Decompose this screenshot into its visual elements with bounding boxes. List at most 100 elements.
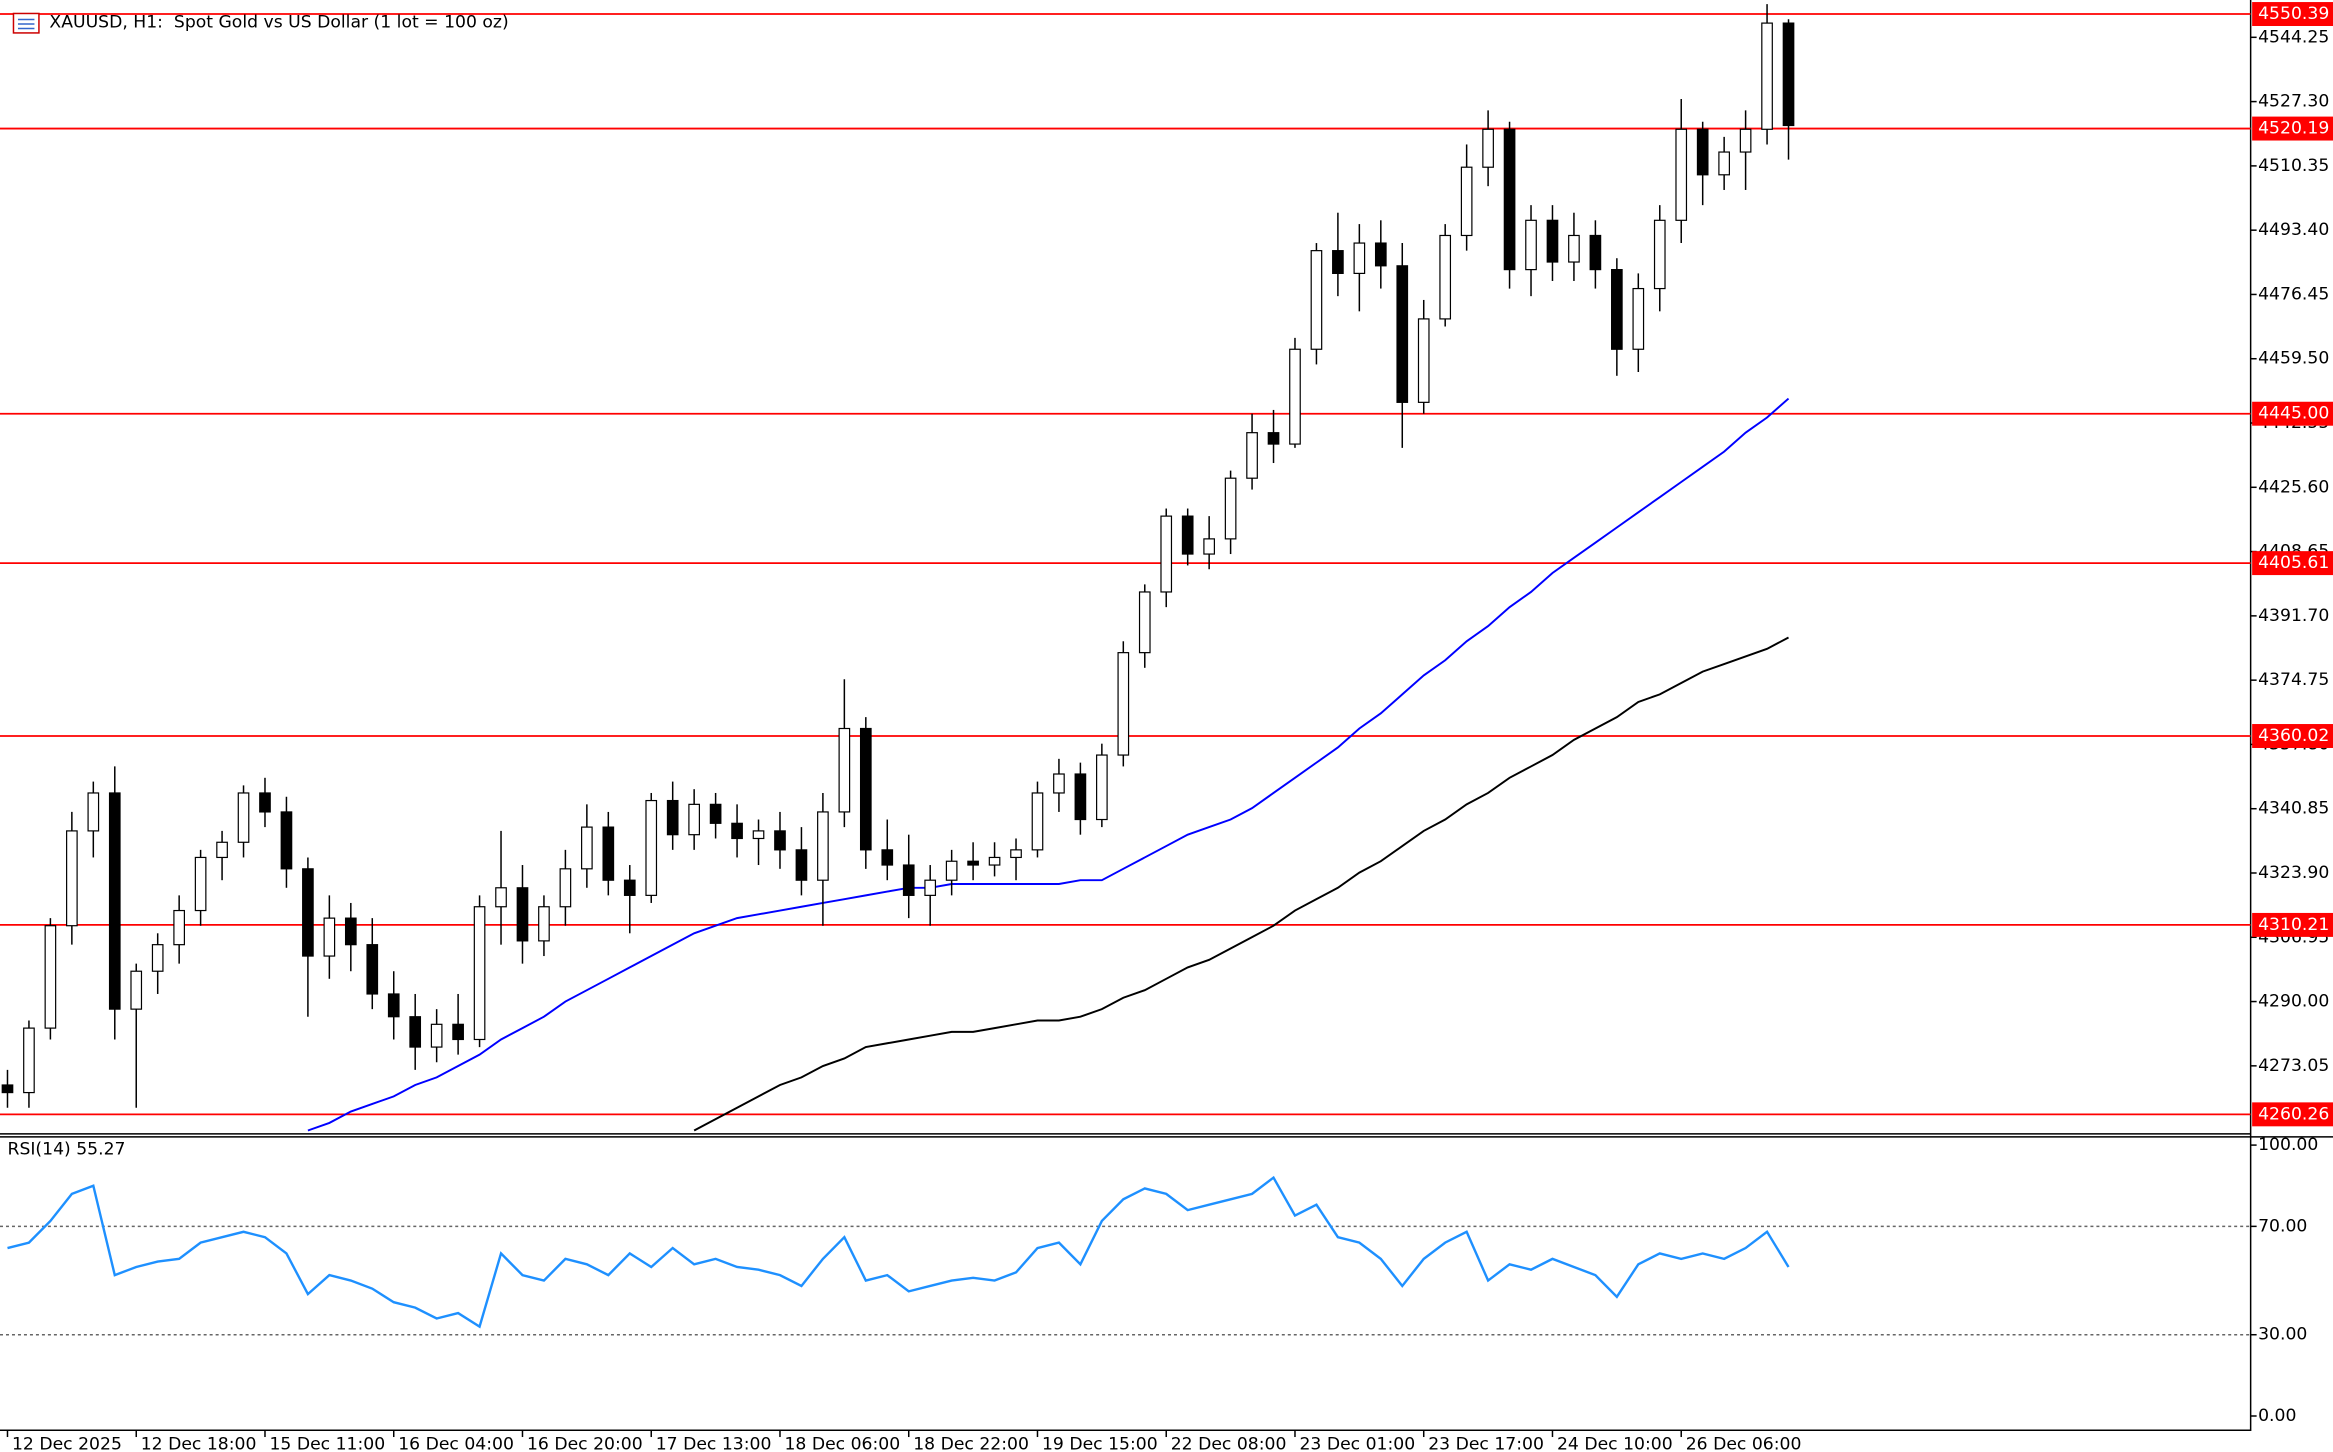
candle-body [194,856,207,912]
chart-title: XAUUSD, H1: Spot Gold vs US Dollar (1 lo… [49,12,508,32]
x-tick-label: 22 Dec 08:00 [1171,1435,1287,1452]
candle-body [108,792,121,1010]
y-tick-label: 4323.90 [2258,863,2329,883]
candle-body [516,887,529,942]
candle-body [902,864,915,896]
x-tick-label: 12 Dec 2025 [12,1435,122,1452]
level-label: 4310.21 [2258,915,2329,935]
price-panel [0,4,2251,1132]
candle-body [1696,128,1709,176]
candle-body [881,849,894,866]
candle-body [1503,128,1516,271]
candle-body [1782,22,1795,127]
candle-body [452,1023,464,1041]
y-tick-label: 4510.35 [2258,156,2329,176]
candle-body [1160,515,1173,593]
candle-body [1353,242,1366,274]
y-tick-label: 4273.05 [2258,1056,2329,1076]
y-tick-label: 4425.60 [2258,477,2329,497]
candle-body [752,830,765,840]
candle-body [1138,591,1151,654]
candle-body [1546,219,1559,263]
candle-body [1010,849,1022,859]
candle-body [581,826,593,870]
candle-body [409,1016,422,1048]
candle-body [323,917,336,957]
x-tick-label: 26 Dec 06:00 [1686,1435,1802,1452]
candle-body [645,799,658,896]
candle-body [1761,22,1773,130]
symbol-icon [12,12,40,34]
x-tick-label: 18 Dec 22:00 [913,1435,1029,1452]
x-tick-label: 23 Dec 01:00 [1299,1435,1415,1452]
candle-body [1,1084,14,1094]
candle-body [1482,128,1494,168]
y-tick-label: 4493.40 [2258,220,2329,240]
candle-body [838,727,851,813]
candle-body [817,811,829,881]
rsi-panel [0,1175,2251,1336]
moving-average [693,636,1789,1132]
candle-body [1439,234,1452,320]
rsi-line [7,1175,1790,1329]
moving-average [307,397,1790,1132]
y-tick-label: 4340.85 [2258,799,2329,819]
candle-body [774,830,786,851]
y-tick-label: 100.00 [2258,1135,2318,1155]
candle-body [473,906,486,1041]
candle-body [216,841,228,859]
candle-body [1096,754,1108,821]
candle-body [1460,166,1473,237]
level-label-box [2252,912,2333,937]
x-tick-label: 23 Dec 17:00 [1428,1435,1544,1452]
candle-body [1589,234,1602,271]
x-tick-label: 24 Dec 10:00 [1557,1435,1673,1452]
candle-body [366,944,379,995]
candle-body [1332,250,1344,274]
candle-body [1396,265,1409,403]
level-label-box [2252,401,2333,426]
candle-body [1611,269,1623,350]
level-label: 4550.39 [2258,4,2329,24]
candle-body [1632,287,1645,350]
candle-body [259,792,271,813]
candle-body [559,868,572,908]
candle-body [1031,792,1044,851]
level-label-box [2252,724,2333,748]
candle-body [666,799,679,836]
candle-body [1310,250,1323,350]
x-tick-label: 16 Dec 04:00 [398,1435,514,1452]
y-tick-label: 70.00 [2258,1216,2307,1236]
y-tick-label: 4459.50 [2258,349,2329,369]
candle-body [66,830,78,927]
candle-body [1181,515,1194,555]
level-label-box [2252,116,2333,141]
candle-body [237,792,250,843]
level-label-box [2252,2,2333,27]
candle-body [495,887,507,908]
candle-body [302,868,314,957]
candle-body [709,803,722,824]
x-tick-label: 19 Dec 15:00 [1042,1435,1158,1452]
level-label: 4520.19 [2258,119,2329,139]
candle-body [1224,477,1237,540]
candle-body [688,803,700,836]
x-tick-label: 16 Dec 20:00 [527,1435,643,1452]
candle-body [967,860,979,866]
level-label-box [2252,1102,2333,1127]
y-tick-label: 4374.75 [2258,670,2329,690]
candle-body [1074,773,1087,821]
level-label: 4360.02 [2258,726,2329,746]
candle-body [1053,773,1065,794]
candle-body [795,849,808,881]
candle-body [1246,432,1258,479]
candle-body [1739,128,1752,153]
x-tick-label: 12 Dec 18:00 [141,1435,257,1452]
candle-body [280,811,293,870]
candle-body [1417,318,1430,403]
candle-body [87,792,100,832]
y-tick-label: 4391.70 [2258,606,2329,626]
candle-body [151,944,164,972]
